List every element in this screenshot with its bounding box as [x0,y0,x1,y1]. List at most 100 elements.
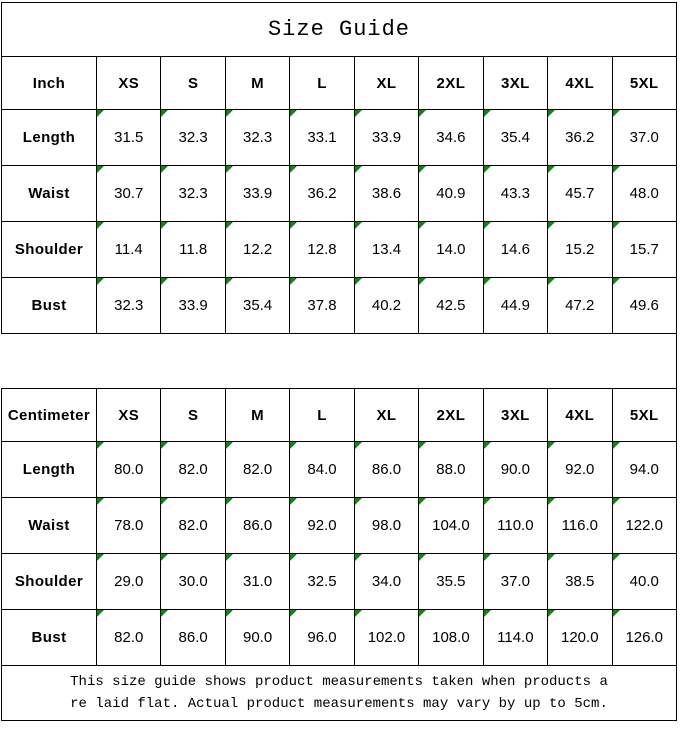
value-text: 15.2 [565,241,595,258]
value-cell: 42.5 [418,277,484,334]
unit-label-cell: Centimeter [1,388,97,442]
value-cell: 82.0 [160,441,226,498]
size-header-cell: XS [95,388,162,442]
value-text: 37.8 [307,297,337,314]
cell-flag-icon [225,554,233,561]
measurement-row: Bust 32.3 33.9 35.4 37.8 40.2 42.5 44.9 47.2 49.6 [1,277,677,334]
value-cell: 35.5 [418,553,484,610]
size-header-cell: 3XL [482,388,549,442]
cell-flag-icon [225,110,233,117]
row-label-cell: Waist [1,497,97,554]
cell-flag-icon [354,442,362,449]
cell-flag-icon [419,498,427,505]
value-cell: 40.0 [611,553,677,610]
value-cell: 11.4 [95,221,162,278]
size-header-cell: S [160,56,226,110]
value-cell: 31.5 [95,109,162,166]
footer-note: This size guide shows product measuremen… [1,666,677,721]
value-text: 37.0 [500,573,530,590]
value-cell: 35.4 [482,109,549,166]
value-cell: 30.7 [95,165,162,222]
value-cell: 35.4 [224,277,291,334]
value-cell: 94.0 [611,441,677,498]
cell-flag-icon [548,610,556,617]
value-text: 14.6 [500,241,530,258]
value-text: 120.0 [561,629,599,646]
cell-flag-icon [483,278,491,285]
cell-flag-icon [419,166,427,173]
value-text: 29.0 [114,573,144,590]
cell-flag-icon [97,442,104,449]
value-text: 86.0 [371,461,402,478]
value-cell: 86.0 [224,497,291,554]
value-text: 47.2 [565,297,595,314]
measurement-row: Waist 30.7 32.3 33.9 36.2 38.6 40.9 43.3 45.7 48.… [1,165,677,222]
value-cell: 90.0 [224,609,291,666]
cell-flag-icon [548,442,556,449]
value-cell: 32.3 [224,109,291,166]
footer-note-line2: re laid flat. Actual product measurement… [70,696,608,712]
value-text: 35.5 [436,573,466,590]
value-cell: 90.0 [482,441,549,498]
cell-flag-icon [419,278,427,285]
value-cell: 40.2 [353,277,420,334]
page-title: Size Guide [1,2,677,56]
value-cell: 43.3 [482,165,549,222]
value-cell: 92.0 [547,441,613,498]
row-label-cell: Length [1,441,97,498]
value-text: 96.0 [307,629,337,646]
size-guide-sheet: Size Guide Inch XS S M L XL 2XL 3XL 4XL 5XL Length… [1,2,677,721]
value-cell: 108.0 [418,609,484,666]
value-text: 78.0 [114,517,144,534]
cell-flag-icon [419,110,427,117]
value-cell: 116.0 [547,497,613,554]
value-cell: 11.8 [160,221,226,278]
value-cell: 86.0 [353,441,420,498]
cell-flag-icon [354,278,362,285]
value-cell: 82.0 [224,441,291,498]
value-cell: 30.0 [160,553,226,610]
value-cell: 82.0 [160,497,226,554]
value-text: 33.9 [242,185,273,202]
cell-flag-icon [612,222,620,229]
row-label-cell: Shoulder [1,221,97,278]
value-text: 82.0 [242,461,273,478]
size-header-cell: L [289,388,355,442]
value-text: 36.2 [565,129,595,146]
value-text: 33.9 [178,297,208,314]
value-text: 11.4 [114,241,143,258]
value-text: 32.3 [114,297,144,314]
cell-flag-icon [97,498,104,505]
value-text: 48.0 [629,185,659,202]
value-cell: 32.3 [95,277,162,334]
value-text: 86.0 [178,629,208,646]
cell-flag-icon [290,498,298,505]
value-text: 84.0 [307,461,337,478]
value-text: 42.5 [436,297,466,314]
cell-flag-icon [161,554,169,561]
cell-flag-icon [419,222,427,229]
value-text: 12.8 [307,241,337,258]
value-cell: 12.2 [224,221,291,278]
value-text: 12.2 [242,241,273,258]
value-text: 35.4 [500,129,530,146]
size-header-row: Centimeter XS S M L XL 2XL 3XL 4XL 5XL [1,388,677,442]
value-cell: 44.9 [482,277,549,334]
value-text: 37.0 [629,129,659,146]
size-table-cm: Centimeter XS S M L XL 2XL 3XL 4XL 5XL Length 80.0 8… [1,388,677,666]
value-text: 32.3 [178,129,208,146]
value-cell: 48.0 [611,165,677,222]
value-cell: 84.0 [289,441,355,498]
cell-flag-icon [225,278,233,285]
cell-flag-icon [354,498,362,505]
cell-flag-icon [483,610,491,617]
value-cell: 32.5 [289,553,355,610]
cell-flag-icon [548,222,556,229]
row-label-cell: Length [1,109,97,166]
value-text: 49.6 [629,297,659,314]
value-cell: 37.0 [482,553,549,610]
size-header-cell: 5XL [611,56,677,110]
cell-flag-icon [548,278,556,285]
value-cell: 13.4 [353,221,420,278]
row-label-cell: Bust [1,609,97,666]
